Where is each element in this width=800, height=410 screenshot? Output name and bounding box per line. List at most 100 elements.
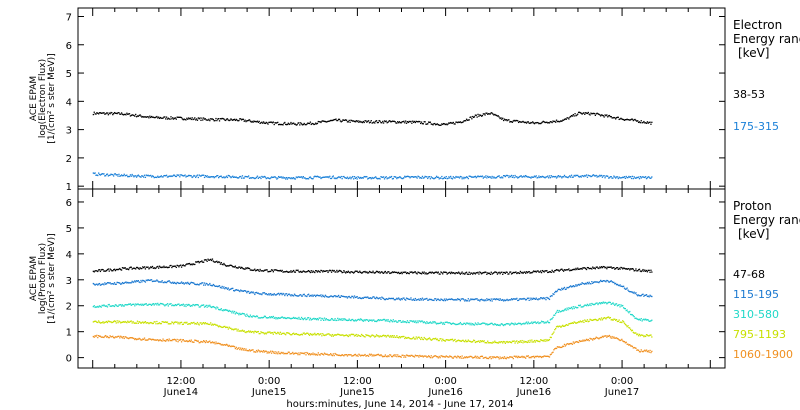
data-point <box>101 336 103 338</box>
data-point <box>647 295 649 297</box>
data-point <box>320 121 322 124</box>
data-point <box>623 287 626 289</box>
data-point <box>139 321 141 323</box>
data-point <box>576 285 578 287</box>
data-point <box>546 269 548 272</box>
data-point <box>528 357 530 359</box>
data-point <box>411 122 413 124</box>
data-point <box>343 355 345 357</box>
data-point <box>467 119 469 121</box>
data-point <box>592 112 594 115</box>
data-point <box>105 173 108 176</box>
data-point <box>473 298 476 301</box>
data-point <box>552 270 554 273</box>
data-point <box>621 267 623 269</box>
data-point <box>197 304 199 306</box>
data-point <box>199 306 201 308</box>
data-point <box>321 269 323 272</box>
data-point <box>165 339 168 341</box>
data-point <box>204 305 207 308</box>
data-point <box>526 341 529 344</box>
data-point <box>500 177 502 179</box>
data-point <box>637 176 639 179</box>
data-point <box>105 321 107 323</box>
data-point <box>405 321 408 324</box>
data-point <box>248 177 251 179</box>
data-point <box>427 121 430 123</box>
data-point <box>190 118 192 121</box>
data-point <box>193 263 195 266</box>
data-point <box>122 282 125 285</box>
data-point <box>225 326 228 328</box>
data-point <box>506 340 508 343</box>
data-point <box>135 116 138 118</box>
data-point <box>295 317 297 320</box>
data-point <box>319 295 321 297</box>
data-point <box>304 123 306 126</box>
data-point <box>468 340 470 342</box>
proton-series-795-1193 <box>92 316 653 345</box>
data-point <box>442 299 444 301</box>
data-point <box>330 295 332 297</box>
data-point <box>120 283 122 285</box>
data-point <box>599 337 601 339</box>
data-point <box>113 111 116 114</box>
data-point <box>482 322 484 324</box>
data-point <box>191 264 193 266</box>
data-point <box>396 122 398 124</box>
electron-frame <box>77 7 726 190</box>
data-point <box>502 175 505 177</box>
data-point <box>463 177 465 180</box>
data-point <box>640 177 642 179</box>
data-point <box>625 175 627 178</box>
data-point <box>354 270 357 272</box>
data-point <box>107 175 110 177</box>
data-point <box>497 356 499 359</box>
data-point <box>451 322 454 325</box>
data-point <box>228 119 230 122</box>
data-point <box>399 337 402 339</box>
data-point <box>246 313 248 315</box>
data-point <box>389 321 391 323</box>
data-point <box>617 116 619 118</box>
data-point <box>341 295 343 298</box>
data-point <box>302 123 304 126</box>
data-point <box>128 113 131 115</box>
data-point <box>232 329 235 331</box>
data-point <box>348 177 350 179</box>
data-point <box>169 323 171 325</box>
data-point <box>566 307 568 309</box>
data-point <box>569 307 571 310</box>
data-point <box>476 272 478 274</box>
data-point <box>245 331 247 334</box>
data-point <box>151 175 154 177</box>
data-point <box>395 354 397 356</box>
data-point <box>234 176 237 178</box>
data-point <box>298 122 300 124</box>
data-point <box>392 120 394 123</box>
data-point <box>262 122 264 124</box>
data-point <box>642 268 644 271</box>
data-point <box>414 176 417 178</box>
data-point <box>275 177 277 179</box>
data-point <box>402 271 404 273</box>
data-point <box>615 177 617 179</box>
data-point <box>284 121 286 124</box>
data-point <box>454 338 456 341</box>
data-point <box>574 175 576 177</box>
data-point <box>425 338 427 340</box>
data-point <box>328 319 330 322</box>
data-point <box>114 304 117 306</box>
data-point <box>346 121 349 123</box>
data-point <box>398 355 401 357</box>
data-point <box>257 292 259 294</box>
data-point <box>270 177 272 179</box>
data-point <box>568 118 570 120</box>
data-point <box>566 176 568 178</box>
data-point <box>205 282 207 285</box>
data-point <box>496 298 499 301</box>
data-point <box>153 304 155 306</box>
data-point <box>103 284 105 286</box>
data-point <box>485 175 487 177</box>
data-point <box>253 120 255 122</box>
